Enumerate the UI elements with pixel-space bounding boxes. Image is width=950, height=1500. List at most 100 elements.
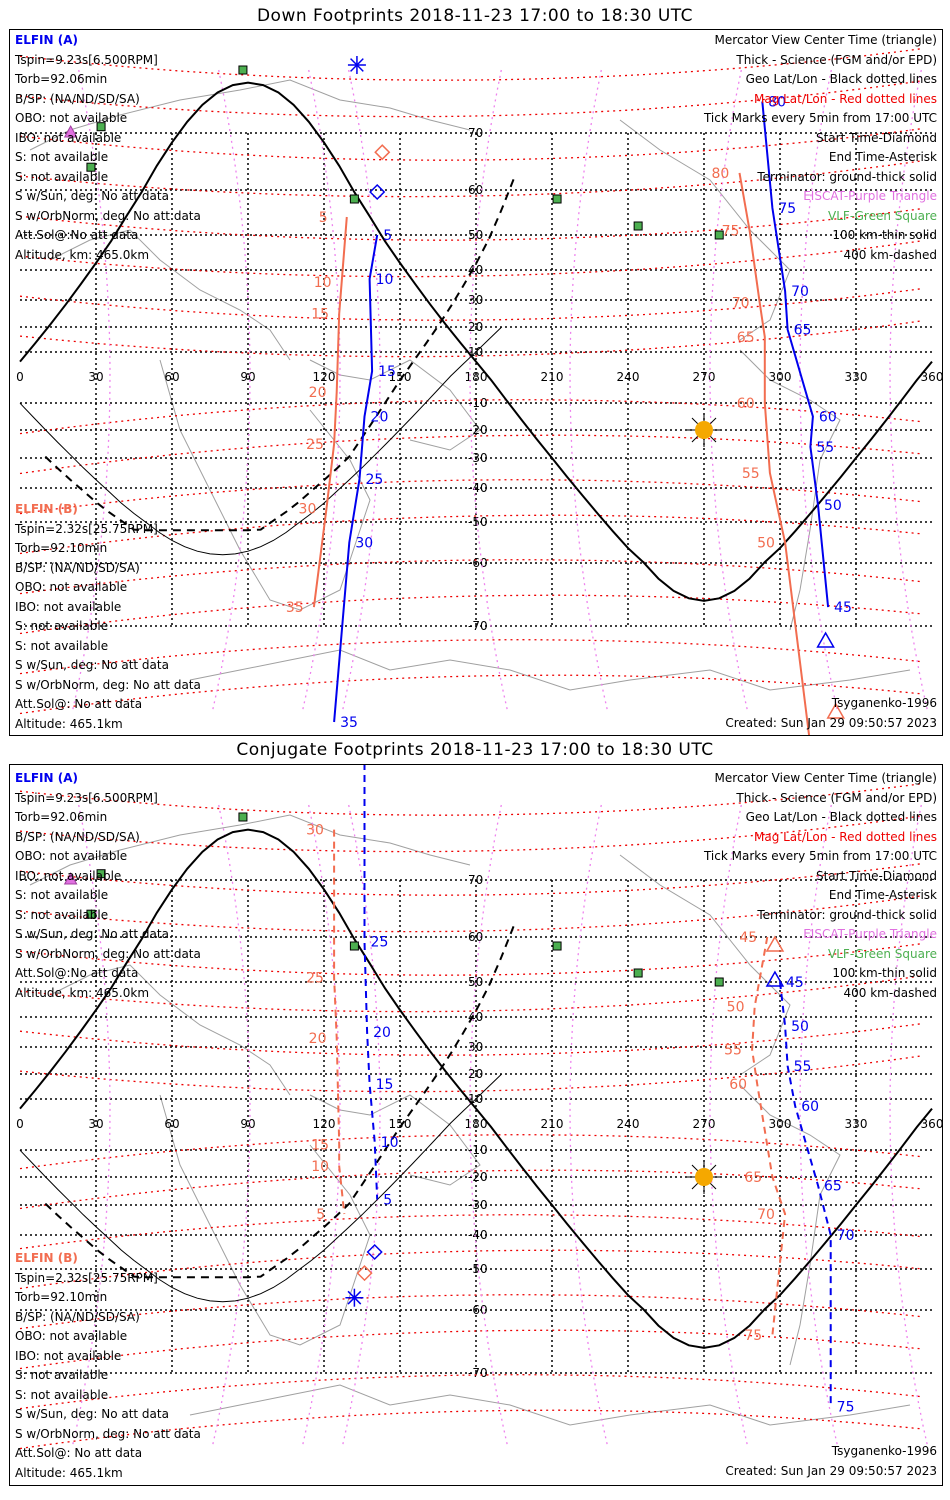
footprint-track (363, 765, 379, 1200)
sun-ray (710, 436, 717, 443)
mag-lat-line (19, 895, 921, 933)
created-timestamp: Created: Sun Jan 29 09:50:57 2023 (725, 715, 937, 730)
info-line: S: not available (15, 150, 109, 164)
lon-tick-label: 300 (769, 1117, 792, 1131)
created-timestamp: Created: Sun Jan 29 09:50:57 2023 (725, 1463, 937, 1478)
legend-item: 100 km-thin solid (832, 228, 937, 242)
legend-item: VLF-Green Square (828, 946, 937, 961)
end-asterisk-icon (350, 58, 364, 72)
legend-item: 100 km-thin solid (832, 966, 937, 980)
info-line: Altitude, km: 465.0km (15, 985, 150, 1000)
lon-tick-label: 150 (389, 1117, 412, 1131)
track-tick-label: 50 (791, 1019, 809, 1035)
info-line: S: not available (15, 638, 109, 653)
mag-lat-line (19, 479, 921, 515)
vlf-station-square (714, 977, 724, 987)
mag-meridian-line (709, 69, 748, 711)
track-tick-label: 55 (794, 1059, 812, 1075)
legend-item: Mag Lat/Lon - Red dotted lines (753, 829, 937, 844)
track-tick-label: 15 (376, 1077, 394, 1093)
info-line: Tspin=9.23s[6.500RPM] (15, 790, 158, 805)
track-tick-label: 35 (286, 600, 304, 616)
legend-item: Thick - Science (FGM and/or EPD) (736, 790, 937, 805)
info-line: Torb=92.06min (15, 72, 108, 86)
track-tick-label: 5 (319, 210, 328, 226)
lon-tick-label: 360 (921, 370, 942, 384)
map-panel-conjugate: 70605040302010-10-20-30-40-50-60-7003060… (9, 764, 943, 1486)
footprint-track (333, 829, 346, 1215)
lat-tick-label: -30 (468, 451, 488, 465)
track-tick-label: 65 (824, 1178, 842, 1194)
vlf-station-square (238, 812, 248, 822)
vlf-station-square (96, 122, 106, 132)
mag-lat-line (19, 783, 921, 816)
track-tick-label: 25 (365, 472, 383, 488)
lon-tick-label: 90 (240, 370, 255, 384)
info-line: S: not available (15, 888, 109, 902)
track-tick-label: 75 (744, 1328, 762, 1344)
mag-lat-line (19, 863, 921, 896)
mag-meridian-line (72, 69, 111, 711)
track-tick-label: 25 (371, 935, 389, 951)
info-line: B/SP: (NA/ND/SD/SA) (15, 91, 140, 106)
mag-meridian-line (342, 804, 381, 1446)
track-tick-label: 70 (757, 1207, 775, 1223)
start-diamond-icon (366, 1243, 383, 1261)
track-tick-label: 65 (737, 330, 755, 346)
coastline (309, 359, 481, 451)
track-tick-label: 10 (381, 1135, 399, 1151)
lat-tick-label: -40 (468, 481, 488, 495)
track-tick-label: 25 (306, 971, 324, 987)
mag-lat-line (19, 1409, 921, 1450)
vlf-station-square (349, 194, 359, 204)
sun-ray (710, 417, 717, 424)
track-tick-label: 20 (309, 1031, 327, 1047)
track-tick-label: 10 (314, 275, 332, 291)
legend-item: Mercator View Center Time (triangle) (714, 33, 937, 47)
elfin-a-label: ELFIN (A) (15, 771, 78, 785)
track-tick-label: 10 (376, 272, 394, 288)
track-tick-label: 55 (816, 440, 834, 456)
mag-lat-line (19, 1023, 921, 1056)
mag-lat-line (19, 434, 921, 475)
elfin-a-info-conjugate: ELFIN (A) Tspin=9.23s[6.500RPM] Torb=92.… (15, 769, 201, 1003)
map-canvas-down: 70605040302010-10-20-30-40-50-60-7003060… (16, 48, 942, 735)
elfin-b-info-down: ELFIN (B) Tspin=2.32s[25.75RPM] Torb=92.… (15, 500, 201, 734)
mag-lat-line (19, 1249, 921, 1290)
mag-lat-line (19, 1374, 921, 1410)
vlf-station-square (86, 909, 96, 919)
lat-tick-label: -50 (468, 1262, 488, 1276)
legend-item: Thick - Science (FGM and/or EPD) (736, 52, 937, 67)
center-time-triangle-icon (826, 702, 846, 719)
mag-meridian-line (302, 804, 341, 1446)
sun-ray (691, 1164, 698, 1171)
lon-tick-label: 330 (845, 370, 868, 384)
mag-lat-line (19, 559, 921, 595)
panel-title-conjugate: Conjugate Footprints 2018-11-23 17:00 to… (236, 740, 714, 760)
info-line: OBO: not available (15, 580, 128, 594)
legend-item: Start Time-Diamond (815, 868, 937, 883)
footer-down: Tsyganenko-1996 Created: Sun Jan 29 09:5… (725, 694, 937, 733)
legend-item: End Time-Asterisk (828, 150, 937, 164)
track-tick-label: 50 (757, 536, 775, 552)
info-line: Torb=92.10min (15, 1290, 108, 1304)
lon-tick-label: 60 (164, 1117, 179, 1131)
mag-meridian-line (302, 69, 341, 711)
mag-lat-line (19, 288, 921, 321)
lat-tick-label: -30 (468, 1198, 488, 1212)
map-panel-down: 70605040302010-10-20-30-40-50-60-7003060… (9, 29, 943, 736)
mag-lat-line (19, 674, 921, 715)
vlf-station-square (714, 230, 724, 240)
info-line: OBO: not available (15, 849, 128, 863)
terminator-400km (44, 177, 515, 532)
footprint-track (333, 234, 379, 723)
info-line: Altitude: 465.1km (15, 1465, 123, 1480)
lon-tick-label: 270 (693, 370, 716, 384)
lat-tick-label: -20 (468, 1170, 488, 1184)
track-tick-label: 75 (778, 201, 796, 217)
mag-lat-line (19, 1134, 921, 1170)
map-canvas-conjugate: 70605040302010-10-20-30-40-50-60-7003060… (16, 765, 942, 1450)
mag-meridian-line (72, 804, 111, 1446)
terminator-400km (44, 924, 515, 1279)
legend-item: Tick Marks every 5min from 17:00 UTC (703, 849, 937, 863)
